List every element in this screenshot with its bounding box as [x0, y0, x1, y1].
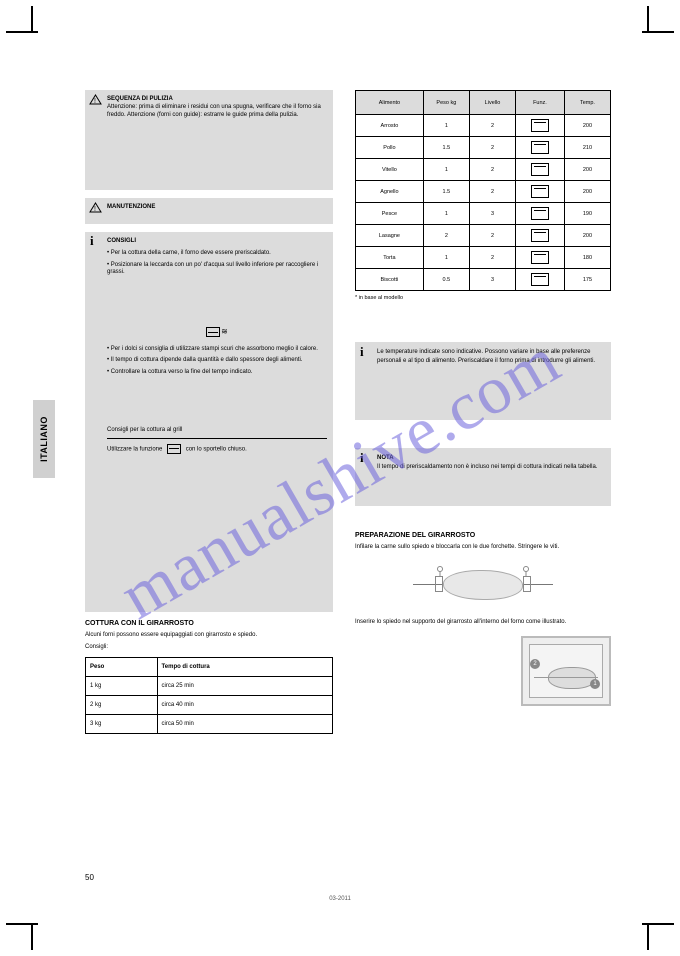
info-icon: i [360, 449, 364, 467]
spit-meat [443, 570, 523, 600]
oven-function-icon [531, 119, 549, 132]
warning-icon: ! [89, 202, 102, 213]
grill-subsection: Consigli per la cottura al grill Utilizz… [107, 427, 327, 454]
crop-mark [31, 6, 33, 32]
table-row: Agnello1.52200 [356, 181, 611, 203]
callout-1: 1 [590, 679, 600, 689]
info-text: Il tempo di preriscaldamento non è inclu… [377, 464, 597, 470]
oven-function-icon [531, 229, 549, 242]
warning-box-2: ! MANUTENZIONE [85, 198, 333, 224]
oven-function-icon [531, 207, 549, 220]
spit-para: Consigli: [85, 643, 333, 651]
info-icon: i [360, 343, 364, 361]
spit-screw-icon [523, 566, 529, 576]
tip-text: • Il tempo di cottura dipende dalla quan… [107, 357, 327, 365]
info-title: CONSIGLI [107, 238, 136, 244]
oven-function-icon [531, 185, 549, 198]
underline [107, 438, 327, 439]
col-header: Temp. [564, 91, 610, 115]
language-tab: ITALIANO [33, 400, 55, 478]
table-row: Biscotti0.53175 [356, 269, 611, 291]
info2-title: NOTA [377, 455, 394, 461]
oven-function-icon [531, 273, 549, 286]
table-header-row: Alimento Peso kg Livello Funz. Temp. [356, 91, 611, 115]
spit-diagram [413, 560, 553, 610]
spit-rod [534, 677, 598, 678]
col-header: Peso kg [423, 91, 469, 115]
table-row: 2 kgcirca 40 min [86, 696, 333, 715]
table-row: Pesce13190 [356, 203, 611, 225]
warning-icon: ! [89, 94, 102, 105]
oven-function-icon [531, 251, 549, 264]
tip-text: • Per la cottura della carne, il forno d… [107, 250, 327, 258]
table-row: Arrosto12200 [356, 115, 611, 137]
oven-cavity: 1 2 [529, 644, 603, 698]
table-row: Lasagne22200 [356, 225, 611, 247]
meat-shape [548, 667, 596, 689]
spit-fork [435, 576, 443, 592]
spit-fork [523, 576, 531, 592]
col-header: Peso [86, 658, 158, 677]
spit-screw-icon [437, 566, 443, 576]
table-row: Vitello12200 [356, 159, 611, 181]
oven-icon-row: ≋ [107, 327, 327, 337]
crop-mark [6, 923, 38, 925]
table-row: 1 kgcirca 25 min [86, 677, 333, 696]
info-text: Le temperature indicate sono indicative.… [377, 349, 595, 363]
info-box-1: i Le temperature indicate sono indicativ… [355, 342, 611, 420]
insert-text: Inserire lo spiedo nel supporto del gira… [355, 618, 611, 626]
grill-text: Utilizzare la funzione con lo sportello … [107, 444, 327, 454]
warn1-title: SEQUENZA DI PULIZIA [107, 96, 173, 102]
callout-2: 2 [530, 659, 540, 669]
oven-mode-icon [167, 444, 181, 454]
oven-mode-icon [206, 327, 220, 337]
crop-mark [31, 924, 33, 950]
col-header: Funz. [516, 91, 565, 115]
col-header: Livello [469, 91, 515, 115]
table-row: Pollo1.52210 [356, 137, 611, 159]
crop-mark [6, 31, 38, 33]
oven-function-icon [531, 141, 549, 154]
svg-text:!: ! [94, 98, 96, 105]
oven-insert-diagram: 1 2 [521, 636, 611, 706]
footer-stamp: 03-2011 [329, 896, 351, 902]
page-number: 50 [85, 873, 94, 882]
weight-table: Peso Tempo di cottura 1 kgcirca 25 min 2… [85, 657, 333, 734]
cooking-table: Alimento Peso kg Livello Funz. Temp. Arr… [355, 90, 611, 291]
tip-text: • Controllare la cottura verso la fine d… [107, 369, 327, 377]
warn1-body: Attenzione: prima di eliminare i residui… [107, 104, 321, 118]
left-column: ! SEQUENZA DI PULIZIA Attenzione: prima … [85, 90, 333, 734]
table-note: * in base al modello [355, 295, 611, 302]
grill-heading: Consigli per la cottura al grill [107, 427, 182, 433]
info-icon: i [90, 233, 94, 250]
crop-mark [647, 6, 649, 32]
table-row: Torta12180 [356, 247, 611, 269]
steam-icon: ≋ [221, 327, 228, 337]
table-row: Peso Tempo di cottura [86, 658, 333, 677]
spit-section-heading: PREPARAZIONE DEL GIRARROSTO [355, 532, 611, 539]
spit-heading: COTTURA CON IL GIRARROSTO [85, 620, 333, 627]
spit-para: Alcuni forni possono essere equipaggiati… [85, 631, 333, 639]
right-column: Alimento Peso kg Livello Funz. Temp. Arr… [355, 90, 611, 706]
col-header: Tempo di cottura [157, 658, 332, 677]
svg-text:!: ! [94, 206, 96, 213]
info-box-2: i NOTA Il tempo di preriscaldamento non … [355, 448, 611, 506]
page-content: ITALIANO ! SEQUENZA DI PULIZIA Attenzion… [55, 60, 625, 880]
warning-box-1: ! SEQUENZA DI PULIZIA Attenzione: prima … [85, 90, 333, 190]
col-header: Alimento [356, 91, 424, 115]
oven-function-icon [531, 163, 549, 176]
info-box-tips: i CONSIGLI • Per la cottura della carne,… [85, 232, 333, 612]
tip-text: • Posizionare la leccarda con un po' d'a… [107, 262, 327, 278]
spit-text: Infilare la carne sullo spiedo e bloccar… [355, 543, 611, 551]
language-label: ITALIANO [39, 416, 49, 462]
table-row: 3 kgcirca 50 min [86, 715, 333, 734]
warn2-title: MANUTENZIONE [107, 204, 155, 210]
tip-text: • Per i dolci si consiglia di utilizzare… [107, 346, 327, 354]
crop-mark [647, 924, 649, 950]
